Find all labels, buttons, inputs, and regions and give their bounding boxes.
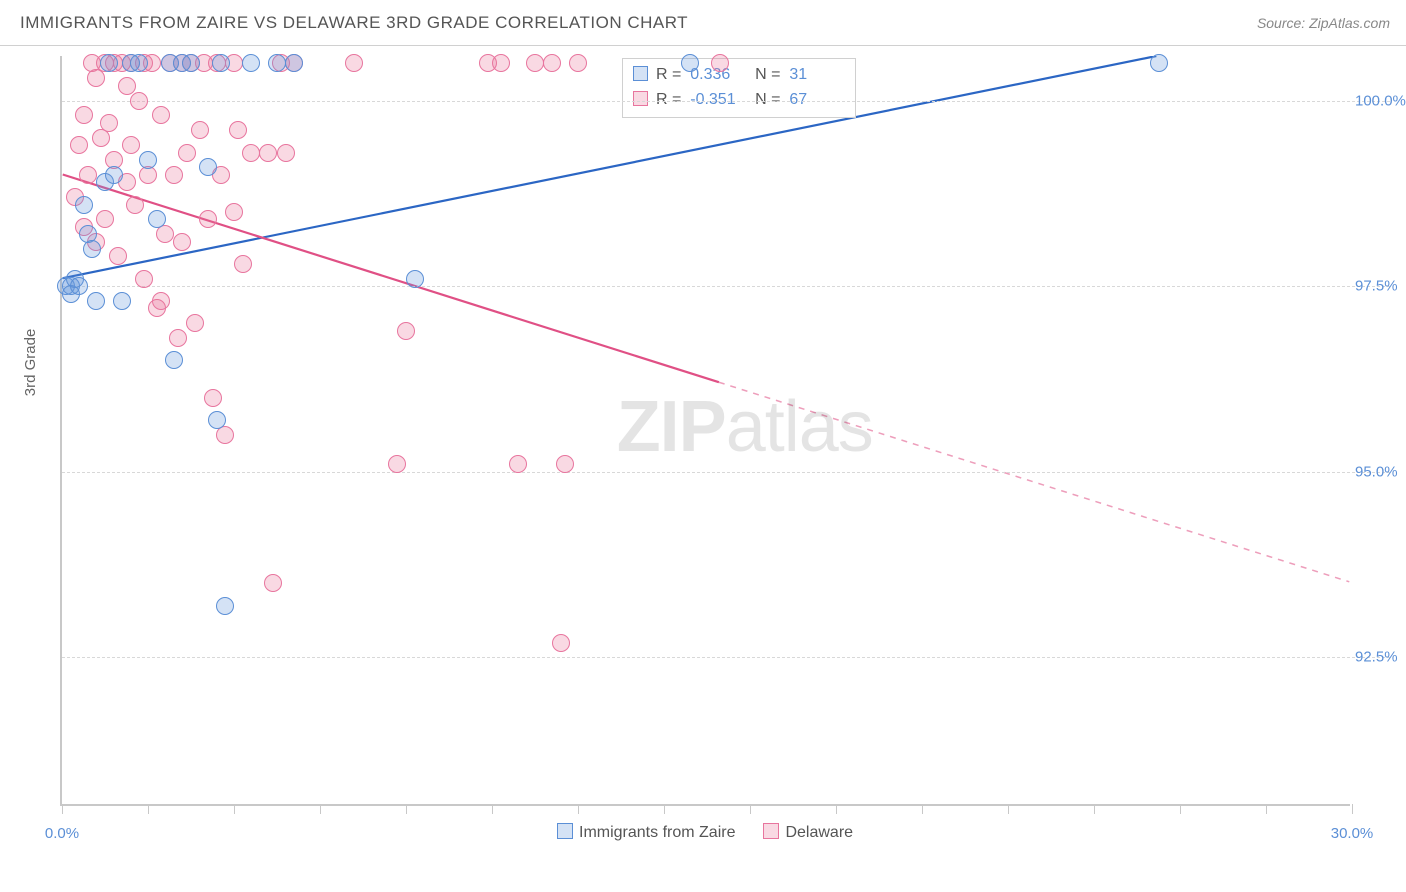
- data-point: [234, 255, 252, 273]
- data-point: [397, 322, 415, 340]
- data-point: [268, 54, 286, 72]
- data-point: [212, 54, 230, 72]
- data-point: [242, 144, 260, 162]
- plot-area: ZIPatlas R = 0.336 N = 31R = -0.351 N = …: [60, 56, 1350, 806]
- data-point: [165, 166, 183, 184]
- data-point: [100, 54, 118, 72]
- data-point: [113, 292, 131, 310]
- data-point: [406, 270, 424, 288]
- data-point: [681, 54, 699, 72]
- x-tick: [1266, 804, 1267, 814]
- gridline: [62, 101, 1390, 102]
- data-point: [569, 54, 587, 72]
- data-point: [75, 106, 93, 124]
- data-point: [182, 54, 200, 72]
- data-point: [152, 292, 170, 310]
- data-point: [259, 144, 277, 162]
- x-tick: [922, 804, 923, 814]
- data-point: [139, 151, 157, 169]
- gridline: [62, 472, 1390, 473]
- data-point: [135, 270, 153, 288]
- gridline: [62, 657, 1390, 658]
- data-point: [285, 54, 303, 72]
- data-point: [126, 196, 144, 214]
- x-tick: [750, 804, 751, 814]
- gridline: [62, 286, 1390, 287]
- watermark: ZIPatlas: [617, 386, 873, 468]
- data-point: [178, 144, 196, 162]
- data-point: [130, 92, 148, 110]
- x-tick: [1352, 804, 1353, 814]
- x-tick: [320, 804, 321, 814]
- data-point: [1150, 54, 1168, 72]
- series-legend: Immigrants from Zaire Delaware: [557, 823, 853, 842]
- x-tick: [836, 804, 837, 814]
- data-point: [70, 136, 88, 154]
- data-point: [242, 54, 260, 72]
- x-tick: [1094, 804, 1095, 814]
- data-point: [509, 455, 527, 473]
- x-tick: [1180, 804, 1181, 814]
- data-point: [225, 203, 243, 221]
- y-axis-label: 3rd Grade: [22, 329, 39, 397]
- data-point: [165, 351, 183, 369]
- data-point: [345, 54, 363, 72]
- data-point: [109, 247, 127, 265]
- data-point: [711, 54, 729, 72]
- data-point: [169, 329, 187, 347]
- x-tick: [234, 804, 235, 814]
- x-tick: [1008, 804, 1009, 814]
- data-point: [492, 54, 510, 72]
- data-point: [199, 210, 217, 228]
- data-point: [526, 54, 544, 72]
- header: IMMIGRANTS FROM ZAIRE VS DELAWARE 3RD GR…: [0, 0, 1406, 46]
- data-point: [216, 597, 234, 615]
- data-point: [556, 455, 574, 473]
- x-tick-label: 30.0%: [1331, 825, 1374, 842]
- x-tick: [664, 804, 665, 814]
- data-point: [186, 314, 204, 332]
- stats-legend-row: R = 0.336 N = 31: [633, 63, 845, 88]
- y-tick-label: 95.0%: [1355, 463, 1406, 480]
- y-tick-label: 97.5%: [1355, 278, 1406, 295]
- data-point: [96, 210, 114, 228]
- data-point: [388, 455, 406, 473]
- data-point: [122, 136, 140, 154]
- data-point: [105, 166, 123, 184]
- y-tick-label: 92.5%: [1355, 649, 1406, 666]
- chart-title: IMMIGRANTS FROM ZAIRE VS DELAWARE 3RD GR…: [20, 13, 688, 33]
- data-point: [130, 54, 148, 72]
- data-point: [229, 121, 247, 139]
- x-tick: [492, 804, 493, 814]
- data-point: [552, 634, 570, 652]
- data-point: [79, 166, 97, 184]
- data-point: [152, 106, 170, 124]
- x-tick: [578, 804, 579, 814]
- x-tick: [62, 804, 63, 814]
- data-point: [199, 158, 217, 176]
- x-tick-label: 0.0%: [45, 825, 79, 842]
- data-point: [87, 292, 105, 310]
- data-point: [208, 411, 226, 429]
- data-point: [70, 277, 88, 295]
- trend-lines: [62, 56, 1350, 804]
- source-label: Source: ZipAtlas.com: [1257, 15, 1390, 31]
- x-tick: [148, 804, 149, 814]
- data-point: [148, 210, 166, 228]
- data-point: [75, 196, 93, 214]
- series-legend-item: Immigrants from Zaire: [557, 823, 735, 842]
- y-tick-label: 100.0%: [1355, 92, 1406, 109]
- data-point: [118, 77, 136, 95]
- x-tick: [406, 804, 407, 814]
- data-point: [83, 240, 101, 258]
- data-point: [173, 233, 191, 251]
- data-point: [191, 121, 209, 139]
- data-point: [277, 144, 295, 162]
- data-point: [264, 574, 282, 592]
- data-point: [100, 114, 118, 132]
- series-legend-item: Delaware: [763, 823, 853, 842]
- stats-legend: R = 0.336 N = 31R = -0.351 N = 67: [622, 58, 856, 118]
- data-point: [204, 389, 222, 407]
- data-point: [543, 54, 561, 72]
